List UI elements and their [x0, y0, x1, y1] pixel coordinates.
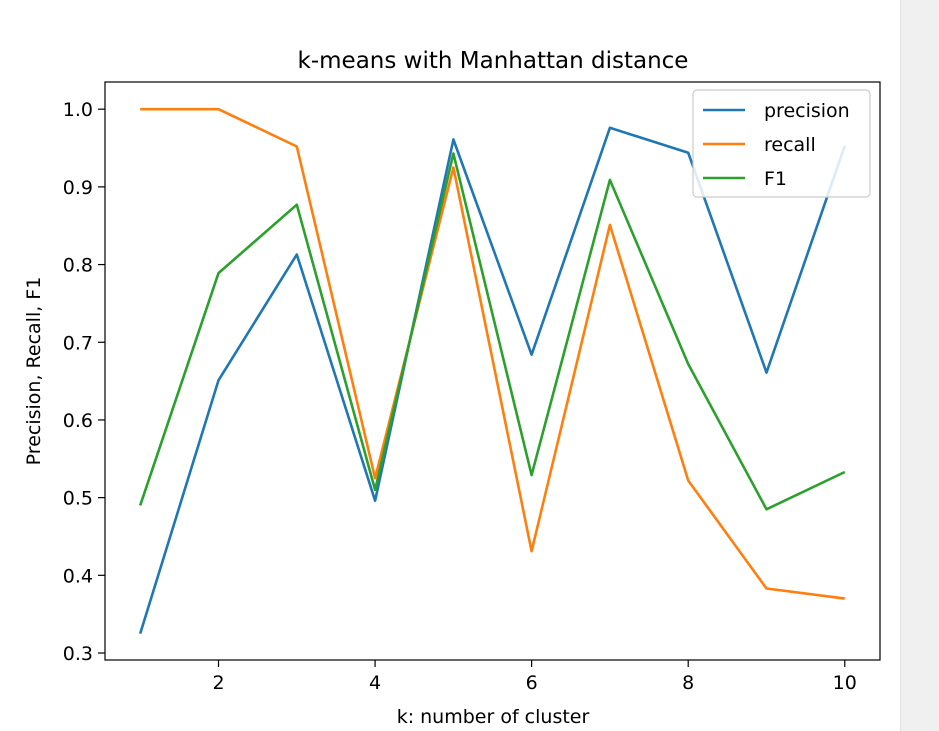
series-lines — [138, 107, 847, 634]
y-tick-label: 1.0 — [63, 99, 93, 121]
y-tick-label: 0.9 — [63, 177, 93, 199]
line-chart: k-means with Manhattan distance 0.30.40.… — [23, 48, 881, 728]
legend-box — [692, 89, 871, 198]
y-axis-label: Precision, Recall, F1 — [23, 277, 45, 466]
x-axis-label: k: number of cluster — [397, 706, 590, 728]
side-panel — [900, 0, 939, 731]
y-tick-label: 0.8 — [63, 255, 93, 277]
x-tick-label: 6 — [526, 672, 538, 694]
x-tick-label: 10 — [833, 672, 857, 694]
plot-area — [104, 81, 881, 661]
series-line-f1 — [138, 152, 846, 511]
chart-title: k-means with Manhattan distance — [298, 48, 689, 74]
x-tick-label: 8 — [682, 672, 694, 694]
legend-label: recall — [764, 134, 816, 156]
y-tick-label: 0.5 — [63, 488, 93, 510]
x-tick-label: 2 — [212, 672, 224, 694]
x-tick-label: 4 — [369, 672, 381, 694]
legend: precision recall F1 — [692, 89, 871, 198]
legend-label: F1 — [764, 168, 787, 190]
legend-label: precision — [764, 100, 850, 122]
y-tick-label: 0.3 — [63, 643, 93, 665]
y-axis: 0.3 0.4 0.5 0.6 0.7 0.8 0.9 1.0 — [63, 99, 105, 665]
x-axis: 2 4 6 8 10 — [212, 660, 857, 694]
series-line-recall — [140, 107, 845, 600]
y-tick-label: 0.6 — [63, 410, 93, 432]
y-tick-label: 0.7 — [63, 332, 93, 354]
y-tick-label: 0.4 — [63, 565, 93, 587]
series-line-precision — [138, 126, 847, 634]
